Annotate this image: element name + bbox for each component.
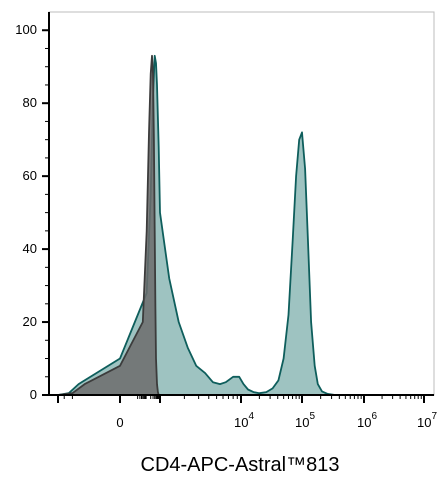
plot-area-border — [48, 11, 435, 396]
series-area-unstained-control — [58, 55, 159, 396]
x-tick-label: 106 — [357, 411, 377, 430]
x-axis-title: CD4-APC-Astral™813 — [141, 454, 340, 476]
x-tick-label: 0 — [116, 415, 123, 430]
axes-layer: 0 20 40 60 80 100 0 104 105 106 107 — [15, 12, 437, 430]
series-line-unstained-control — [57, 54, 160, 396]
series-line-stained — [57, 54, 336, 396]
series-area-stained — [58, 55, 335, 396]
series-layer — [57, 54, 336, 396]
y-tick-label: 80 — [23, 95, 37, 110]
x-tick-label: 107 — [417, 411, 437, 430]
x-tick-label: 104 — [234, 411, 254, 430]
y-tick-label: 40 — [23, 241, 37, 256]
plot-frame — [48, 11, 435, 396]
y-tick-label: 60 — [23, 168, 37, 183]
y-tick-label: 0 — [30, 387, 37, 402]
y-tick-label: 100 — [15, 22, 37, 37]
x-tick-label: 105 — [295, 411, 315, 430]
y-tick-label: 20 — [23, 314, 37, 329]
